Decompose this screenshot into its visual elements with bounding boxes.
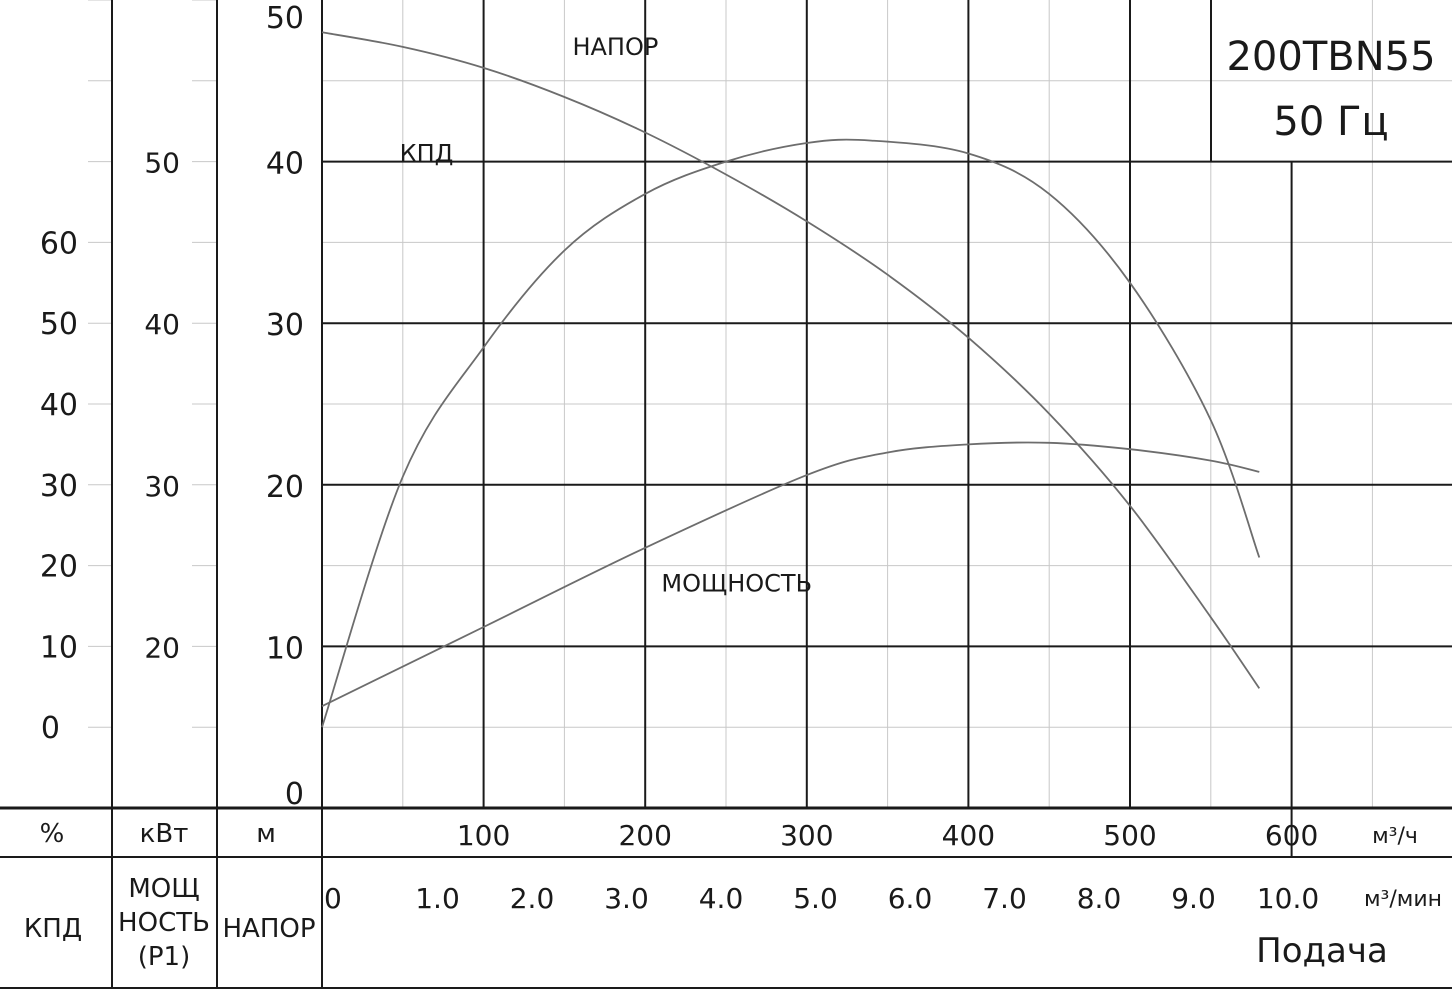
grid [322, 0, 1452, 857]
efficiency-tick-label: 40 [40, 388, 78, 423]
head-tick-label: 10 [266, 631, 304, 666]
x-tick-label: 400 [942, 819, 995, 852]
x-min-tick-label: 4.0 [699, 882, 744, 915]
head-tick-label: 50 [266, 1, 304, 36]
x-min-tick-label: 9.0 [1171, 882, 1216, 915]
curve-efficiency [321, 138, 1261, 728]
power-axis: 20 30 40 50 [144, 147, 180, 665]
x-min-tick-label: 3.0 [604, 882, 649, 915]
x-min-tick-label: 1.0 [415, 882, 460, 915]
head-tick-label: 30 [266, 308, 304, 343]
x-min-tick-label: 7.0 [982, 882, 1027, 915]
x-unit-per-hour: м³/ч [1372, 824, 1418, 849]
power-tick-label: 20 [144, 631, 180, 664]
x-min-tick-label: 0 [324, 882, 342, 915]
curve-label: МОЩНОСТЬ [661, 569, 812, 597]
axis-headers: % кВт м КПД МОЩ НОСТЬ (P1) НАПОР [24, 819, 316, 972]
head-tick-label: 20 [266, 470, 304, 505]
head-unit: м [256, 819, 276, 849]
axis-tick-marks [88, 0, 217, 728]
power-axis-name: НОСТЬ [118, 908, 210, 938]
efficiency-tick-label: 0 [41, 711, 60, 746]
x-tick-label: 500 [1103, 819, 1156, 852]
head-tick-label: 40 [266, 147, 304, 182]
power-tick-label: 50 [144, 147, 180, 180]
x-min-tick-label: 5.0 [793, 882, 838, 915]
x-min-tick-label: 8.0 [1077, 882, 1122, 915]
x-axis-flow-per-min: 0 1.0 2.0 3.0 4.0 5.0 6.0 7.0 8.0 9.0 10.0 м³/мин По… [324, 882, 1442, 971]
efficiency-tick-label: 30 [40, 469, 78, 504]
x-min-tick-label: 6.0 [888, 882, 933, 915]
x-tick-label: 200 [618, 819, 671, 852]
curve-labels: НАПОР КПД МОЩНОСТЬ [400, 33, 812, 598]
efficiency-tick-label: 60 [40, 226, 78, 261]
efficiency-tick-label: 50 [40, 307, 78, 342]
x-tick-label: 600 [1265, 819, 1318, 852]
x-axis-flow-per-hour: 100 200 300 400 500 600 м³/ч [457, 819, 1418, 852]
efficiency-axis: 0 10 20 30 40 50 60 [40, 226, 78, 746]
chart-title: 200TBN55 50 Гц [1226, 34, 1435, 145]
head-axis-name: НАПОР [222, 914, 315, 944]
power-tick-label: 30 [144, 470, 180, 503]
efficiency-tick-label: 20 [40, 550, 78, 585]
x-tick-label: 100 [457, 819, 510, 852]
curves [321, 31, 1261, 728]
head-axis: 0 10 20 30 40 50 [266, 1, 304, 812]
title-line: 50 Гц [1273, 99, 1388, 145]
power-tick-label: 40 [144, 308, 180, 341]
x-min-tick-label: 2.0 [510, 882, 555, 915]
x-axis-title: Подача [1256, 931, 1388, 971]
power-axis-name: МОЩ [128, 874, 199, 904]
power-axis-name: (P1) [138, 942, 191, 972]
x-min-tick-label: 10.0 [1257, 882, 1319, 915]
title-line: 200TBN55 [1226, 34, 1435, 80]
x-unit-per-min: м³/мин [1364, 887, 1442, 912]
head-tick-label: 0 [285, 777, 304, 812]
power-unit: кВт [140, 819, 189, 849]
curve-power [321, 441, 1260, 708]
x-tick-label: 300 [780, 819, 833, 852]
curve-label: НАПОР [572, 33, 658, 61]
curve-head [321, 31, 1261, 689]
efficiency-tick-label: 10 [40, 630, 78, 665]
curve-label: КПД [400, 140, 454, 168]
efficiency-axis-name: КПД [24, 914, 82, 944]
efficiency-unit: % [40, 819, 65, 849]
